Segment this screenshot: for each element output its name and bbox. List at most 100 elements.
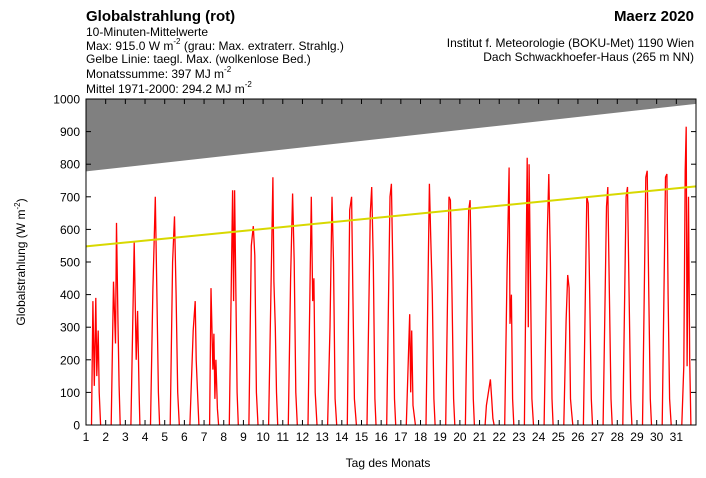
max-value-line: Max: 915.0 W m-2 (grau: Max. extraterr. …: [86, 37, 344, 53]
x-axis-label: Tag des Monats: [346, 456, 431, 470]
y-tick-label: 500: [60, 256, 80, 270]
x-tick-label: 21: [473, 430, 487, 444]
x-axis: 1 2 3 4 5 6 7 8 9 10 11 12 13 14 15 16 17 18 19 20 21 22 23 24 2…: [83, 99, 684, 444]
long-term-mean-text: Mittel 1971-2000: 294.2 MJ m: [86, 82, 245, 96]
day-14-radiation: [346, 196, 358, 425]
month-sum-text: Monatssumme: 397 MJ m: [86, 67, 225, 81]
day-21-radiation: [484, 379, 495, 425]
day-29-radiation: [641, 170, 653, 425]
x-tick-label: 26: [571, 430, 585, 444]
day-23-radiation: [523, 157, 535, 425]
x-tick-label: 28: [611, 430, 625, 444]
x-tick-label: 30: [650, 430, 664, 444]
y-tick-label: 200: [60, 353, 80, 367]
day-3-radiation: [130, 242, 141, 425]
x-tick-label: 13: [315, 430, 329, 444]
day-19-radiation: [445, 196, 456, 425]
day-13-radiation: [326, 196, 338, 425]
y-axis-label: Globalstrahlung (W m-2): [13, 198, 28, 325]
y-axis-label-main: Globalstrahlung (W m: [14, 210, 28, 326]
x-tick-label: 20: [453, 430, 467, 444]
day-15-radiation: [366, 186, 377, 425]
x-tick-label: 23: [512, 430, 526, 444]
x-tick-label: 5: [161, 430, 168, 444]
max-value-exp: -2: [173, 37, 181, 46]
day-27-radiation: [602, 186, 613, 425]
location-label: Dach Schwackhoefer-Haus (265 m NN): [483, 50, 694, 64]
x-tick-label: 22: [493, 430, 507, 444]
y-tick-label: 600: [60, 223, 80, 237]
x-tick-label: 27: [591, 430, 605, 444]
x-tick-label: 18: [414, 430, 428, 444]
chart-title: Globalstrahlung (rot): [86, 8, 236, 25]
x-tick-label: 29: [630, 430, 644, 444]
y-tick-label: 900: [60, 125, 80, 139]
day-22-radiation: [504, 167, 515, 425]
day-30-radiation: [661, 173, 672, 425]
day-20-radiation: [464, 200, 476, 425]
day-8-radiation: [228, 190, 239, 425]
x-tick-label: 11: [277, 430, 290, 444]
long-term-mean-exp: -2: [244, 80, 252, 89]
y-tick-label: 800: [60, 158, 80, 172]
day-28-radiation: [622, 186, 633, 425]
x-tick-label: 17: [394, 430, 408, 444]
subtitle-interval: 10-Minuten-Mittelwerte: [86, 25, 209, 39]
x-tick-label: 10: [256, 430, 270, 444]
day-25-radiation: [563, 274, 574, 425]
y-tick-label: 1000: [53, 93, 80, 107]
day-7-radiation: [208, 288, 220, 425]
y-tick-label: 0: [73, 419, 80, 433]
month-sum-exp: -2: [224, 65, 232, 74]
y-tick-label: 100: [60, 386, 80, 400]
y-axis-label-exp: -2: [13, 202, 22, 210]
day-9-radiation: [248, 226, 259, 425]
x-tick-label: 2: [102, 430, 109, 444]
max-value-text: Max: 915.0 W m: [86, 39, 174, 53]
x-tick-label: 31: [670, 430, 684, 444]
globalstrahlung-series: [90, 126, 692, 425]
x-tick-label: 8: [220, 430, 227, 444]
yellow-line-note: Gelbe Linie: taegl. Max. (wolkenlose Bed…: [86, 52, 311, 66]
day-18-radiation: [425, 183, 436, 425]
x-tick-label: 19: [434, 430, 448, 444]
day-26-radiation: [582, 196, 594, 425]
x-tick-label: 4: [142, 430, 149, 444]
x-tick-label: 3: [122, 430, 129, 444]
x-tick-label: 1: [83, 430, 90, 444]
day-6-radiation: [189, 301, 200, 425]
clear-sky-max-line: [85, 185, 697, 248]
day-1-radiation: [90, 297, 102, 425]
extraterrestrial-max-area: [86, 99, 696, 172]
x-tick-label: 24: [532, 430, 546, 444]
x-tick-label: 14: [335, 430, 349, 444]
x-tick-label: 12: [296, 430, 310, 444]
max-value-note: (grau: Max. extraterr. Strahlg.): [180, 39, 344, 53]
day-17-radiation: [405, 314, 417, 425]
chart-period: Maerz 2020: [613, 8, 694, 25]
x-tick-label: 7: [201, 430, 208, 444]
long-term-mean: Mittel 1971-2000: 294.2 MJ m-2: [86, 80, 252, 96]
month-sum: Monatssumme: 397 MJ m-2: [86, 65, 232, 81]
y-axis-label-end: ): [14, 198, 28, 202]
x-tick-label: 9: [240, 430, 247, 444]
day-12-radiation: [307, 196, 318, 425]
day-4-radiation: [149, 196, 161, 425]
x-tick-label: 16: [374, 430, 388, 444]
x-tick-label: 25: [552, 430, 566, 444]
day-10-radiation: [267, 177, 279, 425]
y-axis: 0 100 200 300 400 500 600 700 800 900 1000: [53, 93, 696, 433]
y-tick-label: 700: [60, 190, 80, 204]
day-11-radiation: [287, 193, 298, 425]
y-tick-label: 400: [60, 288, 80, 302]
day-2-radiation: [110, 222, 121, 425]
x-tick-label: 6: [181, 430, 188, 444]
x-tick-label: 15: [355, 430, 369, 444]
day-24-radiation: [543, 173, 554, 425]
day-31-radiation: [681, 126, 692, 425]
institute-label: Institut f. Meteorologie (BOKU-Met) 1190…: [446, 36, 694, 50]
day-16-radiation: [386, 183, 397, 425]
day-5-radiation: [169, 216, 180, 425]
y-tick-label: 300: [60, 321, 80, 335]
